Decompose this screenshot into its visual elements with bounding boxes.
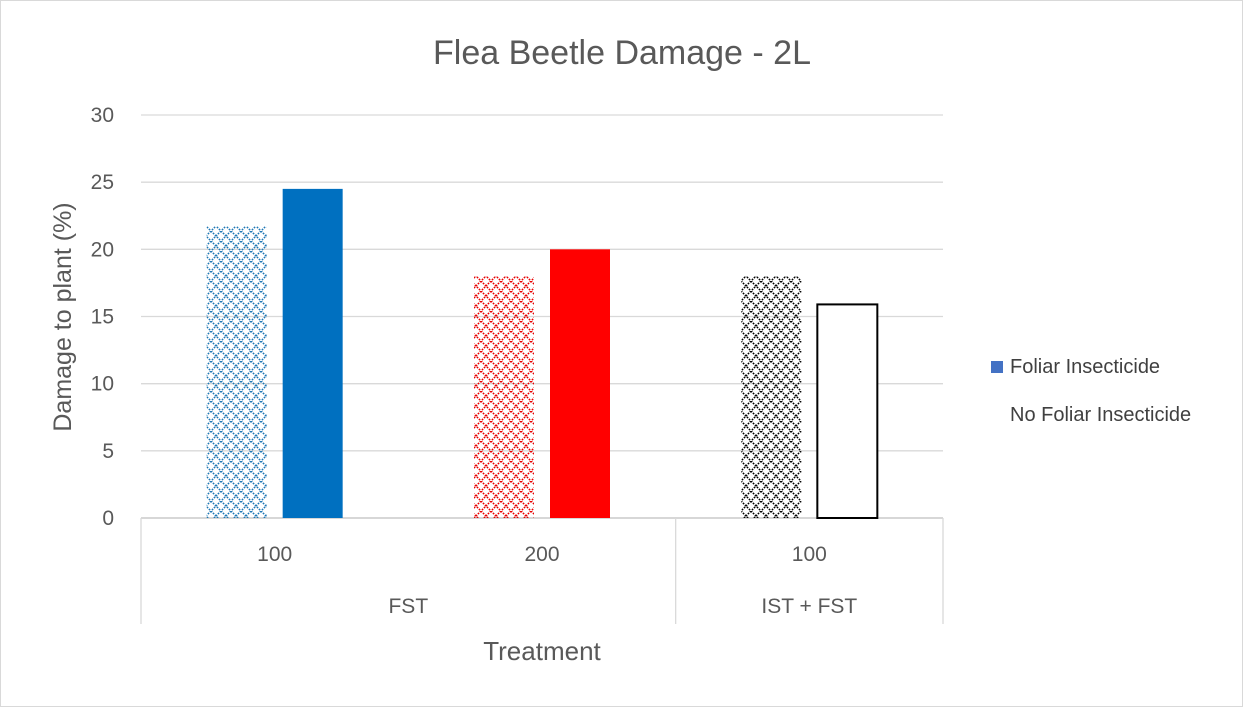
gridlines bbox=[141, 114, 943, 519]
y-tick-label: 25 bbox=[91, 171, 114, 194]
x-group-label: IST + FST bbox=[761, 595, 857, 618]
x-group-label: FST bbox=[388, 595, 428, 618]
bar-no-foliar-insecticide bbox=[206, 226, 267, 518]
y-tick-label: 15 bbox=[91, 306, 114, 329]
y-tick-label: 0 bbox=[102, 507, 114, 530]
legend-label: No Foliar Insecticide bbox=[1010, 404, 1191, 426]
x-tick-label: 100 bbox=[257, 543, 292, 566]
x-tick-label: 100 bbox=[792, 543, 827, 566]
y-tick-label: 5 bbox=[102, 440, 114, 463]
y-axis-tick-labels: 0 5 10 15 20 25 30 bbox=[91, 104, 114, 530]
bar-no-foliar-insecticide bbox=[474, 276, 534, 518]
legend-swatch bbox=[991, 361, 1003, 373]
bar-foliar-insecticide bbox=[282, 188, 343, 518]
x-tick-label: 200 bbox=[524, 543, 559, 566]
bar-no-foliar-insecticide bbox=[741, 276, 802, 518]
y-tick-label: 10 bbox=[91, 373, 114, 396]
bar-foliar-insecticide bbox=[816, 303, 879, 519]
chart-title: Flea Beetle Damage - 2L bbox=[433, 34, 811, 72]
bar-foliar-insecticide bbox=[550, 249, 610, 519]
x-axis: 100 200 100 FST IST + FST bbox=[140, 518, 944, 624]
legend: Foliar Insecticide No Foliar Insecticide bbox=[991, 356, 1191, 426]
y-tick-label: 30 bbox=[91, 104, 114, 127]
bars bbox=[206, 188, 879, 519]
y-tick-label: 20 bbox=[91, 238, 114, 261]
legend-swatch bbox=[991, 409, 1003, 421]
y-axis-label: Damage to plant (%) bbox=[49, 202, 77, 431]
legend-label: Foliar Insecticide bbox=[1010, 356, 1160, 378]
x-axis-label: Treatment bbox=[483, 636, 601, 666]
